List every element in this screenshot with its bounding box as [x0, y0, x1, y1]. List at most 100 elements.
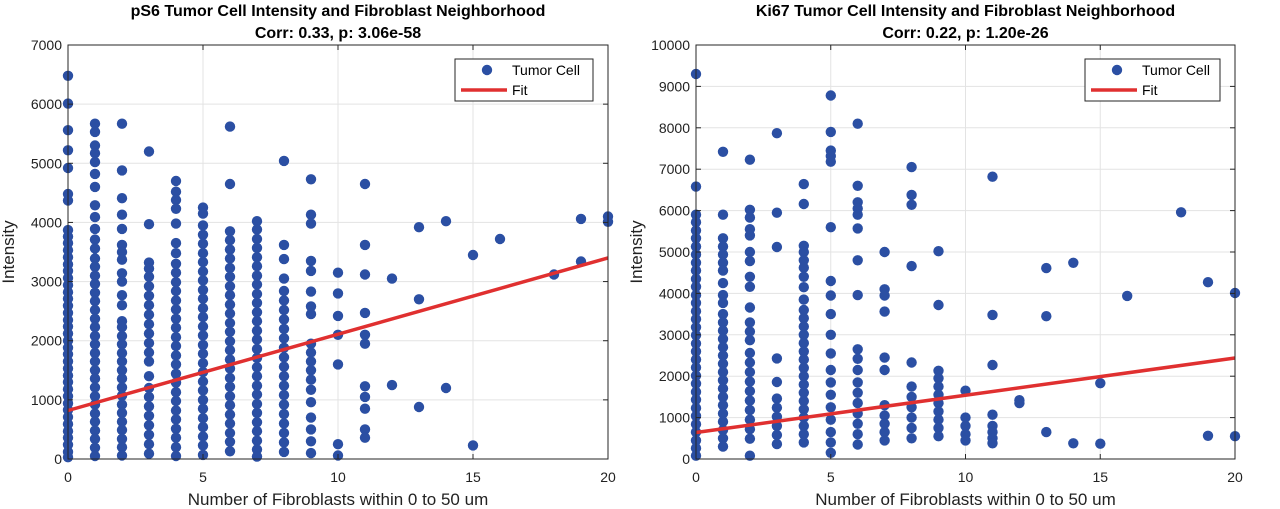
- pS6-data-point: [494, 233, 506, 245]
- Ki67-data-point: [933, 299, 944, 311]
- pS6-chart-panel: 0 5 10 15 20 0 1000 2000 3000 4000 5000 6000 7000 pS…: [0, 3, 616, 509]
- pS6-data-point: [143, 290, 155, 301]
- pS6-data-point: [89, 156, 101, 168]
- pS6-data-point: [224, 290, 236, 301]
- pS6-data-point: [116, 330, 128, 342]
- Ki67-data-point: [744, 281, 756, 292]
- Ki67-data-point: [717, 366, 729, 378]
- pS6-data-point: [224, 317, 236, 329]
- Ki67-y-tick-label: 0: [682, 451, 690, 467]
- pS6-data-point: [170, 218, 182, 229]
- pS6-data-point: [413, 401, 425, 413]
- pS6-y-tick-label: 7000: [31, 37, 62, 53]
- Ki67-x-axis-label: Number of Fibroblasts within 0 to 50 um: [815, 490, 1115, 509]
- pS6-y-tick-label: 3000: [31, 274, 62, 290]
- pS6-data-point: [440, 216, 452, 227]
- pS6-data-point: [467, 249, 479, 261]
- pS6-data-point: [197, 413, 209, 424]
- pS6-data-point: [143, 371, 155, 382]
- Ki67-data-point: [717, 146, 729, 157]
- Ki67-data-point: [744, 376, 756, 387]
- Ki67-data-point: [933, 414, 944, 425]
- Ki67-x-tick-label: 0: [692, 469, 700, 485]
- pS6-data-point: [116, 246, 128, 258]
- Ki67-data-point: [825, 437, 836, 448]
- pS6-axes: [67, 44, 609, 460]
- Ki67-data-point: [798, 362, 809, 374]
- Ki67-data-point: [717, 350, 729, 361]
- pS6-data-point: [413, 294, 425, 305]
- Ki67-data-point: [852, 364, 863, 376]
- pS6-data-point: [116, 321, 128, 333]
- Ki67-data-point: [987, 438, 998, 449]
- pS6-x-tick-label: 20: [600, 469, 616, 485]
- pS6-data-point: [116, 347, 128, 359]
- pS6-data-point: [278, 295, 290, 306]
- Ki67-data-point: [960, 435, 971, 446]
- Ki67-chart-panel: 0 5 10 15 20 0 1000 2000 3000 4000 5000 6000 7000 800…: [627, 3, 1243, 509]
- pS6-data-point: [224, 427, 236, 439]
- pS6-data-point: [251, 343, 263, 355]
- pS6-data-point: [224, 372, 236, 384]
- Ki67-data-point: [798, 371, 809, 382]
- Ki67-data-point: [717, 209, 729, 220]
- Ki67-data-point: [1122, 290, 1133, 302]
- Ki67-data-point: [1095, 438, 1106, 449]
- pS6-data-point: [359, 269, 371, 280]
- pS6-data-point: [332, 267, 344, 278]
- Ki67-tick-labels: 0 5 10 15 20 0 1000 2000 3000 4000 5000 6000 7000 800…: [651, 37, 1243, 485]
- pS6-data-point: [305, 447, 317, 459]
- pS6-data-point: [251, 279, 263, 290]
- Ki67-data-point: [717, 317, 729, 328]
- pS6-x-tick-label: 0: [64, 469, 72, 485]
- Ki67-y-tick-label: 10000: [651, 37, 690, 53]
- pS6-data-point: [143, 337, 155, 349]
- pS6-data-point: [224, 244, 236, 255]
- Ki67-legend-point-marker: [1111, 64, 1123, 76]
- Ki67-x-tick-label: 20: [1227, 469, 1243, 485]
- Ki67-data-point: [906, 189, 917, 201]
- Ki67-y-tick-label: 2000: [659, 368, 690, 384]
- pS6-data-point: [116, 433, 128, 445]
- Ki67-data-point: [1068, 438, 1079, 449]
- pS6-data-point: [197, 248, 209, 259]
- pS6-data-point: [278, 333, 290, 344]
- pS6-data-point: [170, 203, 182, 214]
- pS6-data-point: [359, 424, 371, 435]
- pS6-data-point: [89, 140, 101, 151]
- Ki67-data-point: [798, 313, 809, 324]
- pS6-data-point: [251, 398, 263, 410]
- Ki67-data-point: [798, 395, 809, 407]
- pS6-data-point: [305, 365, 317, 376]
- Ki67-data-point: [744, 404, 756, 416]
- Ki67-data-point: [771, 207, 783, 218]
- Ki67-data-point: [771, 393, 783, 404]
- pS6-data-point: [170, 248, 182, 259]
- pS6-data-point: [251, 242, 263, 254]
- pS6-data-point: [224, 121, 236, 132]
- pS6-data-point: [143, 347, 155, 358]
- Ki67-data-point: [717, 375, 729, 386]
- pS6-data-point: [116, 193, 128, 204]
- pS6-legend-tumor-cell: Tumor Cell: [512, 62, 580, 78]
- pS6-data-point: [305, 174, 317, 185]
- Ki67-data-point: [744, 230, 756, 241]
- pS6-legend-box: [454, 58, 594, 102]
- pS6-data-point: [89, 365, 101, 376]
- Ki67-data-point: [1041, 311, 1052, 322]
- Ki67-data-point: [852, 397, 863, 409]
- Ki67-data-point: [825, 126, 836, 138]
- pS6-data-point: [332, 310, 344, 322]
- pS6-data-point: [467, 440, 479, 451]
- Ki67-data-point: [852, 209, 863, 220]
- pS6-data-point: [170, 285, 182, 297]
- pS6-data-point: [143, 300, 155, 311]
- Ki67-data-point: [771, 402, 783, 413]
- pS6-data-point: [143, 356, 155, 367]
- pS6-data-point: [359, 307, 371, 319]
- Ki67-data-point: [798, 387, 809, 398]
- Ki67-data-point: [798, 329, 809, 340]
- pS6-data-point: [197, 311, 209, 323]
- pS6-data-point: [197, 431, 209, 442]
- Ki67-data-point: [771, 438, 783, 450]
